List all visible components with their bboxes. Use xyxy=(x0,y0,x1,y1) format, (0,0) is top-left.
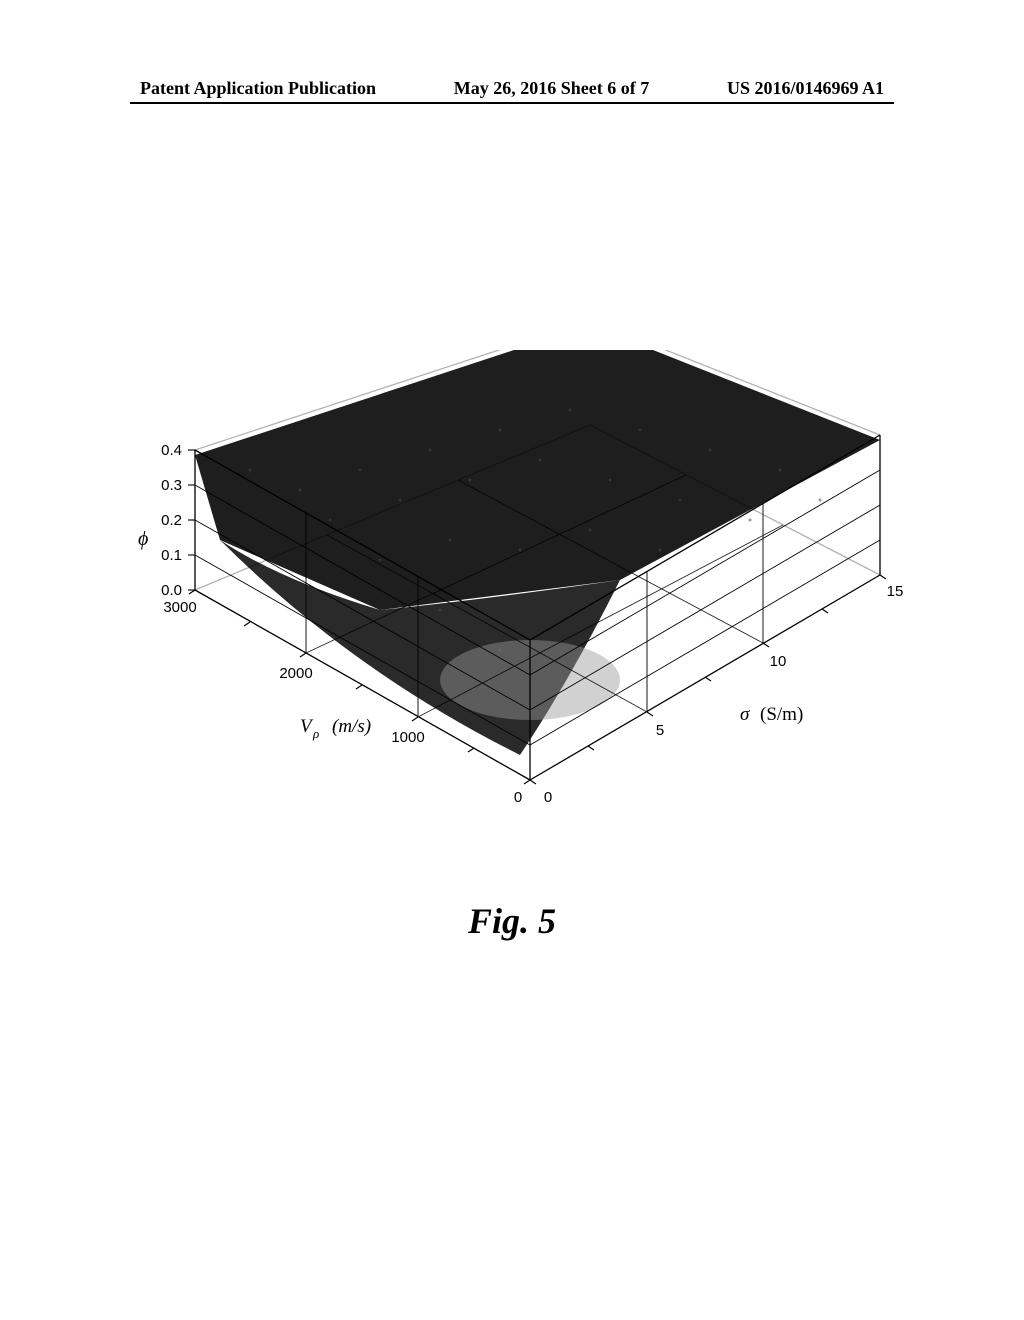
y-tick-5: 5 xyxy=(656,722,664,739)
figure-3d-plot: 0.0 0.1 0.2 0.3 0.4 ϕ 3000 2000 1000 0 V… xyxy=(100,350,920,850)
y-tick-15: 15 xyxy=(887,583,904,600)
page-header: Patent Application Publication May 26, 2… xyxy=(0,78,1024,99)
x-axis-label-unit: (m/s) xyxy=(332,716,371,737)
x-tick-1000: 1000 xyxy=(391,729,424,746)
y-axis-label-unit: (S/m) xyxy=(760,704,803,725)
z-tick-3: 0.3 xyxy=(161,477,182,494)
surface xyxy=(195,350,880,755)
z-tick-4: 0.4 xyxy=(161,442,182,459)
header-patent-number: US 2016/0146969 A1 xyxy=(727,78,884,99)
x-axis-label-sub: ρ xyxy=(312,726,319,741)
z-tick-1: 0.1 xyxy=(161,547,182,564)
x-tick-2000: 2000 xyxy=(279,665,312,682)
x-axis-label-v: V xyxy=(300,716,314,737)
x-tick-0: 0 xyxy=(514,789,522,806)
x-tick-3000: 3000 xyxy=(163,599,196,616)
y-axis-label-sigma: σ xyxy=(740,704,750,725)
z-tick-2: 0.2 xyxy=(161,512,182,529)
header-date-sheet: May 26, 2016 Sheet 6 of 7 xyxy=(454,78,649,99)
y-tick-0: 0 xyxy=(544,789,552,806)
z-tick-0: 0.0 xyxy=(161,582,182,599)
figure-caption: Fig. 5 xyxy=(0,900,1024,942)
header-publication: Patent Application Publication xyxy=(140,78,376,99)
y-tick-10: 10 xyxy=(770,653,787,670)
z-axis-label: ϕ xyxy=(138,528,148,550)
header-rule xyxy=(130,102,894,104)
